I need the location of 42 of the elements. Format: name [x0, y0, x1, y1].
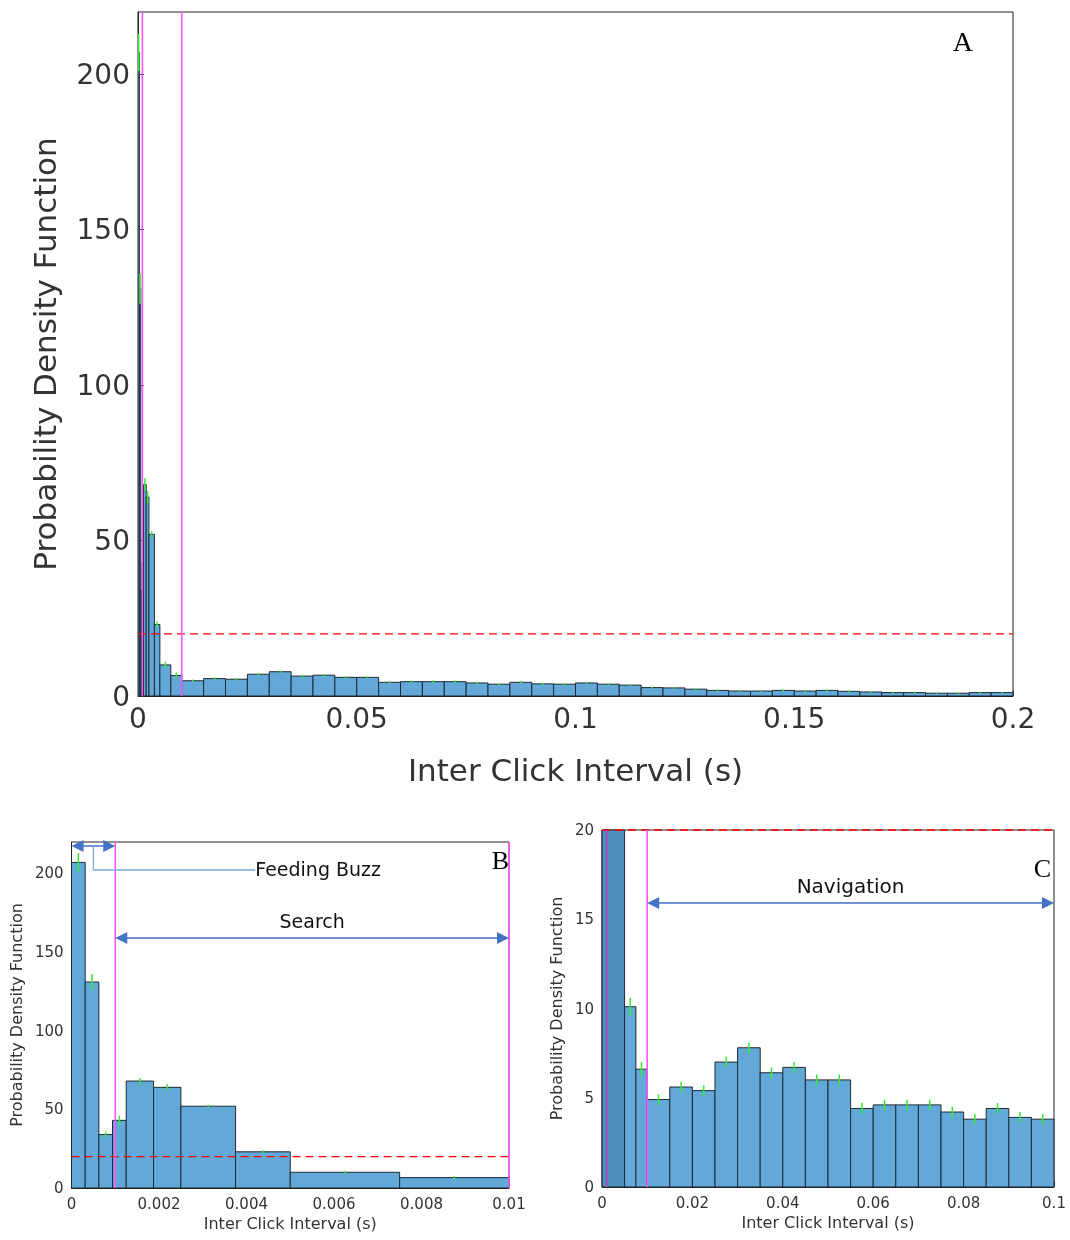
annotation: Navigation — [796, 874, 905, 898]
x-axis-title: Inter Click Interval (s) — [741, 1213, 915, 1233]
y-tick-label: 0 — [112, 679, 130, 713]
y-axis-title: Probability Density Function — [6, 903, 26, 1127]
x-tick-label: 0.02 — [675, 1193, 710, 1212]
text: A — [952, 25, 974, 57]
y-tick-label: 5 — [584, 1088, 594, 1107]
x-tick-label: 0.06 — [856, 1193, 890, 1212]
y-tick-label: 10 — [574, 999, 594, 1018]
text: C — [1033, 853, 1051, 883]
x-tick-label: 0.01 — [492, 1194, 526, 1213]
y-tick-label: 150 — [76, 213, 130, 247]
annotation: Search — [279, 910, 345, 932]
x-axis-title: Inter Click Interval (s) — [203, 1214, 377, 1234]
y-tick-label: 50 — [44, 1100, 64, 1119]
y-tick-label: 20 — [574, 821, 594, 839]
x-axis-title: Inter Click Interval (s) — [407, 751, 744, 788]
x-tick-label: 0.15 — [763, 701, 826, 735]
x-tick-label: 0.04 — [766, 1193, 800, 1212]
x-tick-label: 0.006 — [312, 1194, 356, 1213]
x-tick-label: 0.08 — [946, 1193, 981, 1212]
y-tick-label: 100 — [34, 1021, 64, 1040]
y-tick-label: 150 — [34, 943, 64, 962]
y-tick-label: 50 — [94, 524, 130, 558]
y-tick-label: 200 — [34, 864, 64, 883]
y-tick-label: 100 — [76, 368, 130, 402]
x-tick-label: 0.002 — [137, 1194, 181, 1213]
x-tick-label: 0.05 — [325, 701, 388, 735]
x-tick-label: 0.004 — [225, 1194, 268, 1213]
chart-title: B — [491, 845, 509, 875]
x-tick-label: 0.1 — [1042, 1193, 1066, 1212]
y-tick-label: 0 — [584, 1178, 594, 1196]
x-tick-label: 0.008 — [400, 1194, 443, 1213]
y-tick-label: 15 — [574, 910, 594, 929]
annotation: Feeding Buzz — [255, 858, 382, 880]
y-axis-title: Probability Density Function — [26, 137, 63, 571]
x-tick-label: 0.1 — [553, 701, 598, 735]
y-axis-title: Probability Density Function — [546, 896, 566, 1121]
x-tick-label: 0 — [597, 1193, 607, 1212]
y-tick-label: 0 — [53, 1179, 64, 1197]
y-tick-label: 200 — [76, 57, 130, 91]
x-tick-label: 0.2 — [990, 701, 1036, 735]
